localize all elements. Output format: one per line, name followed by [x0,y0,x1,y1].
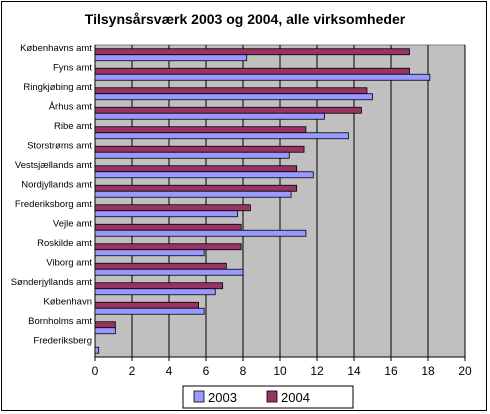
bar-2003-2 [94,93,373,101]
category-label: Århus amt [49,101,93,112]
bar-2004-1 [94,67,410,75]
bar-2003-12 [94,288,216,296]
x-tick-label: 6 [203,364,210,378]
category-label: Frederiksberg [33,335,92,346]
chart-title: Tilsynsårsværk 2003 og 2004, alle virkso… [85,11,406,27]
category-label: Roskilde amt [37,238,92,249]
category-label: Sønderjyllands amt [11,277,93,288]
bar-2003-8 [94,210,238,218]
category-label: Frederiksborg amt [15,199,92,210]
x-tick-label: 10 [273,364,287,378]
bar-2003-1 [94,73,431,81]
bars [94,48,431,354]
bar-2004-12 [94,282,224,290]
category-label: Vestsjællands amt [15,160,92,171]
category-label: Fyns amt [53,62,92,73]
category-label: København [43,296,92,307]
x-tick-label: 18 [421,364,435,378]
bar-2003-10 [94,249,205,257]
category-label: Nordjyllands amt [21,179,92,190]
bar-2004-6 [94,165,298,173]
bar-2004-10 [94,243,242,251]
bar-2004-9 [94,223,242,231]
legend-label-2003: 2003 [208,390,237,405]
bar-2004-8 [94,204,251,212]
bar-2004-7 [94,184,298,192]
bar-2004-11 [94,262,227,270]
bar-2004-2 [94,87,368,95]
bar-2003-11 [94,268,244,276]
x-tick-label: 12 [310,364,324,378]
category-label: Storstrøms amt [27,140,92,151]
category-label: Københavns amt [20,43,92,54]
bar-2003-4 [94,132,349,140]
bar-2004-3 [94,106,362,114]
bar-2004-13 [94,301,199,309]
category-label: Vejle amt [53,218,92,229]
x-tick-label: 16 [384,364,398,378]
bar-2003-7 [94,190,292,198]
x-tick-label: 0 [92,364,99,378]
legend-swatch-2004 [266,390,278,403]
x-tick-label: 2 [129,364,136,378]
x-tick-label: 8 [240,364,247,378]
category-label: Viborg amt [46,257,92,268]
bar-2004-14 [94,321,116,329]
bar-2003-14 [94,327,116,335]
x-tick-label: 4 [166,364,173,378]
bar-2003-0 [94,54,248,62]
x-tick-label: 20 [458,364,472,378]
x-axis-ticks: 0 2 4 6 8 10 12 14 16 18 20 [92,357,472,378]
legend-swatch-2003 [193,390,205,403]
bar-2003-15 [94,346,100,354]
bar-2003-6 [94,171,314,179]
legend: 2003 2004 [182,385,354,409]
bar-2003-9 [94,229,307,237]
bar-2003-3 [94,112,325,120]
bar-2004-0 [94,48,410,56]
category-label: Bornholms amt [28,316,92,327]
category-label: Ribe amt [54,121,92,132]
legend-label-2004: 2004 [281,390,310,405]
bar-2003-5 [94,151,290,159]
category-label: Ringkjøbing amt [23,82,92,93]
x-tick-label: 14 [347,364,361,378]
bar-2004-4 [94,126,307,134]
bar-2004-5 [94,145,305,153]
bar-2003-13 [94,307,205,315]
category-labels: Københavns amt Fyns amt Ringkjøbing amt Årh… [11,43,93,347]
